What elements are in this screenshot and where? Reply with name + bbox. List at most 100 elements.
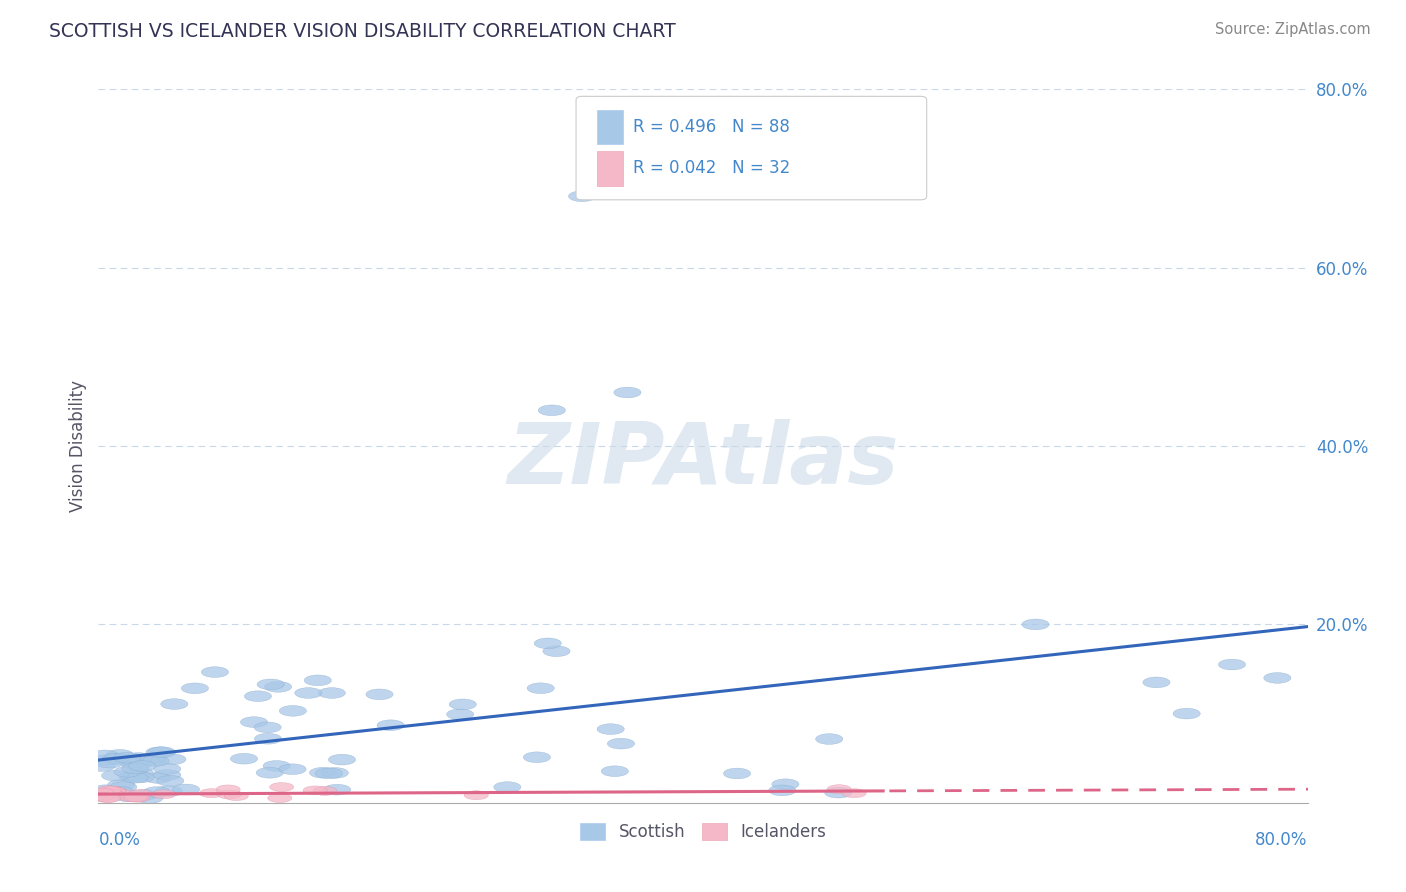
Ellipse shape <box>120 758 148 769</box>
Ellipse shape <box>527 683 554 694</box>
Ellipse shape <box>318 688 346 698</box>
Ellipse shape <box>129 761 156 772</box>
Ellipse shape <box>614 387 641 398</box>
Ellipse shape <box>815 734 842 745</box>
Ellipse shape <box>141 755 167 765</box>
Text: 80.0%: 80.0% <box>1256 831 1308 849</box>
Ellipse shape <box>224 791 249 800</box>
Ellipse shape <box>124 760 150 771</box>
Ellipse shape <box>464 791 488 800</box>
Ellipse shape <box>218 790 242 799</box>
Ellipse shape <box>121 772 148 783</box>
Ellipse shape <box>125 792 149 801</box>
Ellipse shape <box>91 755 120 765</box>
Ellipse shape <box>295 688 322 698</box>
Ellipse shape <box>91 785 120 796</box>
Ellipse shape <box>827 785 851 794</box>
Ellipse shape <box>256 767 284 778</box>
Ellipse shape <box>98 789 122 798</box>
Ellipse shape <box>125 753 152 764</box>
Ellipse shape <box>321 767 349 778</box>
Ellipse shape <box>160 698 188 709</box>
Ellipse shape <box>263 761 290 772</box>
Ellipse shape <box>304 675 332 686</box>
Ellipse shape <box>156 775 184 786</box>
Ellipse shape <box>90 789 114 797</box>
Text: SCOTTISH VS ICELANDER VISION DISABILITY CORRELATION CHART: SCOTTISH VS ICELANDER VISION DISABILITY … <box>49 22 676 41</box>
Ellipse shape <box>97 794 121 803</box>
Ellipse shape <box>538 405 565 416</box>
Ellipse shape <box>254 733 281 744</box>
Ellipse shape <box>534 638 561 648</box>
Ellipse shape <box>101 787 125 796</box>
Ellipse shape <box>91 750 118 761</box>
Ellipse shape <box>598 723 624 734</box>
Ellipse shape <box>90 790 114 799</box>
Ellipse shape <box>110 781 136 792</box>
Ellipse shape <box>89 761 115 772</box>
Y-axis label: Vision Disability: Vision Disability <box>69 380 87 512</box>
Ellipse shape <box>136 793 163 804</box>
Ellipse shape <box>127 767 153 778</box>
Legend: Scottish, Icelanders: Scottish, Icelanders <box>574 816 832 848</box>
Text: R = 0.042   N = 32: R = 0.042 N = 32 <box>633 160 790 178</box>
Ellipse shape <box>107 749 134 760</box>
Ellipse shape <box>523 752 551 763</box>
Ellipse shape <box>114 766 141 777</box>
Ellipse shape <box>309 767 336 778</box>
Ellipse shape <box>108 780 135 790</box>
Ellipse shape <box>377 720 404 731</box>
Ellipse shape <box>494 781 522 792</box>
FancyBboxPatch shape <box>596 152 623 186</box>
Ellipse shape <box>155 786 183 797</box>
Ellipse shape <box>181 683 208 694</box>
Ellipse shape <box>280 706 307 716</box>
Ellipse shape <box>304 786 328 795</box>
Ellipse shape <box>607 739 634 749</box>
Ellipse shape <box>724 768 751 779</box>
Ellipse shape <box>842 789 866 797</box>
Ellipse shape <box>142 756 169 766</box>
Ellipse shape <box>104 753 131 764</box>
Ellipse shape <box>103 754 129 764</box>
Ellipse shape <box>146 747 173 757</box>
Ellipse shape <box>120 793 143 802</box>
Ellipse shape <box>769 785 796 796</box>
Ellipse shape <box>122 790 150 801</box>
Ellipse shape <box>1219 659 1246 670</box>
Ellipse shape <box>1173 708 1201 719</box>
Ellipse shape <box>100 786 124 795</box>
Ellipse shape <box>254 722 281 732</box>
Ellipse shape <box>152 789 176 798</box>
Ellipse shape <box>124 793 148 802</box>
Ellipse shape <box>124 771 150 781</box>
Text: Source: ZipAtlas.com: Source: ZipAtlas.com <box>1215 22 1371 37</box>
Ellipse shape <box>270 782 294 791</box>
Ellipse shape <box>449 699 477 710</box>
Ellipse shape <box>104 788 128 797</box>
Ellipse shape <box>114 791 142 802</box>
Ellipse shape <box>96 788 120 797</box>
Ellipse shape <box>257 679 284 690</box>
Ellipse shape <box>447 709 474 720</box>
Ellipse shape <box>101 771 129 781</box>
Ellipse shape <box>240 717 267 728</box>
Ellipse shape <box>114 752 141 763</box>
Ellipse shape <box>143 772 172 783</box>
FancyBboxPatch shape <box>596 110 623 145</box>
Ellipse shape <box>101 787 125 796</box>
Ellipse shape <box>125 793 150 802</box>
Ellipse shape <box>97 786 121 795</box>
Ellipse shape <box>245 690 271 701</box>
Ellipse shape <box>315 768 343 779</box>
Ellipse shape <box>111 789 135 798</box>
Ellipse shape <box>231 754 257 764</box>
Ellipse shape <box>825 788 852 798</box>
Ellipse shape <box>143 787 170 797</box>
Ellipse shape <box>90 792 114 801</box>
Ellipse shape <box>128 789 152 798</box>
Ellipse shape <box>107 787 134 797</box>
Ellipse shape <box>1143 677 1170 688</box>
Ellipse shape <box>96 757 124 768</box>
Text: 0.0%: 0.0% <box>98 831 141 849</box>
